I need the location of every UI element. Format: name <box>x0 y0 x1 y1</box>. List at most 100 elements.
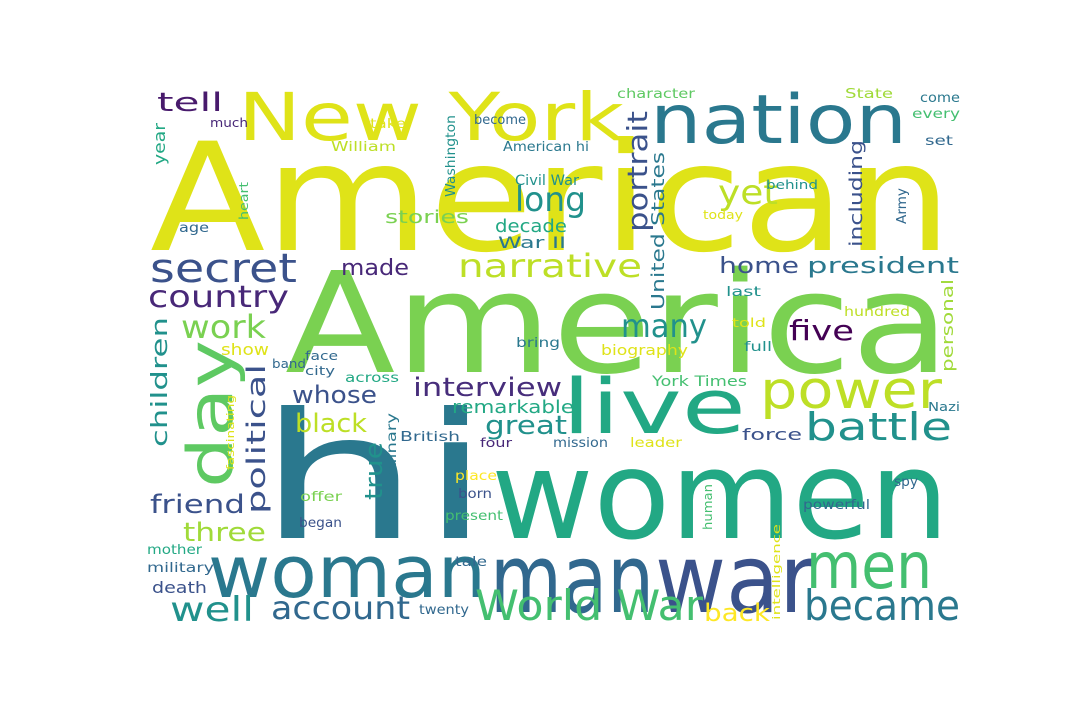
word-human: human <box>701 484 715 530</box>
word-army: Army <box>895 188 910 224</box>
word-today: today <box>703 208 743 222</box>
word-political: political <box>242 364 272 514</box>
word-told: told <box>732 316 766 330</box>
word-york-times: York Times <box>651 374 747 390</box>
word-present: present <box>445 509 503 524</box>
word-tell: tell <box>157 88 223 118</box>
word-set: set <box>925 134 953 149</box>
word-spy: spy <box>894 475 918 490</box>
word-war-ii: War II <box>498 233 566 252</box>
word-washington: Washington <box>444 115 459 197</box>
word-civil-war: Civil War <box>515 173 579 189</box>
word-hi: hi <box>258 377 491 580</box>
word-made: made <box>341 256 409 281</box>
word-man: man <box>490 525 654 635</box>
word-intelligence: intelligence <box>770 524 783 620</box>
word-force: force <box>742 425 802 444</box>
word-account: account <box>271 589 410 627</box>
word-power: power <box>760 361 943 421</box>
word-interview: interview <box>413 373 562 403</box>
word-military: military <box>147 561 214 576</box>
word-year: year <box>150 123 169 165</box>
word-country: country <box>148 280 289 315</box>
word-secret: secret <box>150 246 297 292</box>
word-band: band <box>272 357 306 371</box>
word-hundred: hundred <box>844 305 910 320</box>
word-show: show <box>221 340 269 359</box>
word-nazi: Nazi <box>928 400 960 414</box>
word-offer: offer <box>300 490 343 505</box>
word-death: death <box>152 578 207 597</box>
word-war: war <box>655 525 816 635</box>
word-mother: mother <box>147 543 203 558</box>
word-extraordinary: extraordinary <box>385 413 400 535</box>
word-remarkable: remarkable <box>452 397 574 418</box>
word-every: every <box>912 107 960 122</box>
word-battle: battle <box>805 405 952 449</box>
word-five: five <box>789 314 854 347</box>
word-come: come <box>920 91 960 106</box>
word-united-states: United States <box>648 152 669 310</box>
word-men: men <box>806 530 932 604</box>
word-whose: whose <box>292 381 377 409</box>
word-personal: personal <box>938 279 957 372</box>
word-mission: mission <box>553 436 608 451</box>
word-became: became <box>804 581 960 630</box>
word-william: William <box>331 140 396 155</box>
word-new-york: New York <box>238 79 625 156</box>
word-much: much <box>210 116 248 130</box>
word-woman: woman <box>208 530 486 614</box>
word-four: four <box>480 436 512 450</box>
word-began: began <box>299 516 342 531</box>
word-american: American <box>150 112 952 286</box>
word-long: long <box>515 180 586 220</box>
word-stories: stories <box>385 207 469 228</box>
word-leader: leader <box>630 436 683 451</box>
word-british: British <box>400 430 460 445</box>
word-fascinating: fascinating <box>224 395 237 470</box>
word-narrative: narrative <box>458 247 642 285</box>
word-world-war: World War <box>475 581 704 630</box>
word-children: children <box>148 317 173 447</box>
word-day: day <box>174 340 247 488</box>
word-many: many <box>621 307 707 345</box>
word-including: including <box>846 140 867 247</box>
word-friend: friend <box>150 490 245 520</box>
word-black: black <box>295 409 367 439</box>
word-state: State <box>845 87 893 102</box>
word-twenty: twenty <box>419 603 469 618</box>
word-place: place <box>455 469 497 484</box>
word-america: America <box>285 243 950 406</box>
word-women: women <box>491 425 949 567</box>
word-american-hi: American hi <box>503 140 589 155</box>
word-heart: heart <box>237 182 251 220</box>
word-great: great <box>485 411 567 441</box>
word-three: three <box>183 518 266 548</box>
word-decade: decade <box>495 216 567 237</box>
word-powerful: powerful <box>803 498 870 513</box>
word-take: take <box>370 117 406 132</box>
word-city: city <box>305 364 335 378</box>
word-bring: bring <box>516 336 560 351</box>
word-character: character <box>617 87 696 102</box>
word-across: across <box>345 371 399 386</box>
word-last: last <box>726 285 761 300</box>
word-portrait: portrait <box>621 111 654 232</box>
word-behind: behind <box>766 178 818 192</box>
word-age: age <box>179 221 209 236</box>
word-born: born <box>458 487 492 502</box>
word-tale: tale <box>455 555 487 570</box>
word-president: president <box>807 254 960 279</box>
word-yet: yet <box>718 173 778 213</box>
word-back: back <box>704 599 770 627</box>
word-biography: biography <box>601 343 688 359</box>
word-true: true <box>360 442 388 500</box>
word-face: face <box>305 349 338 363</box>
word-home: home <box>719 254 799 279</box>
word-work: work <box>181 308 267 346</box>
word-well: well <box>170 590 254 630</box>
word-become: become <box>474 113 526 128</box>
word-live: live <box>562 362 746 451</box>
word-full: full <box>744 340 772 355</box>
